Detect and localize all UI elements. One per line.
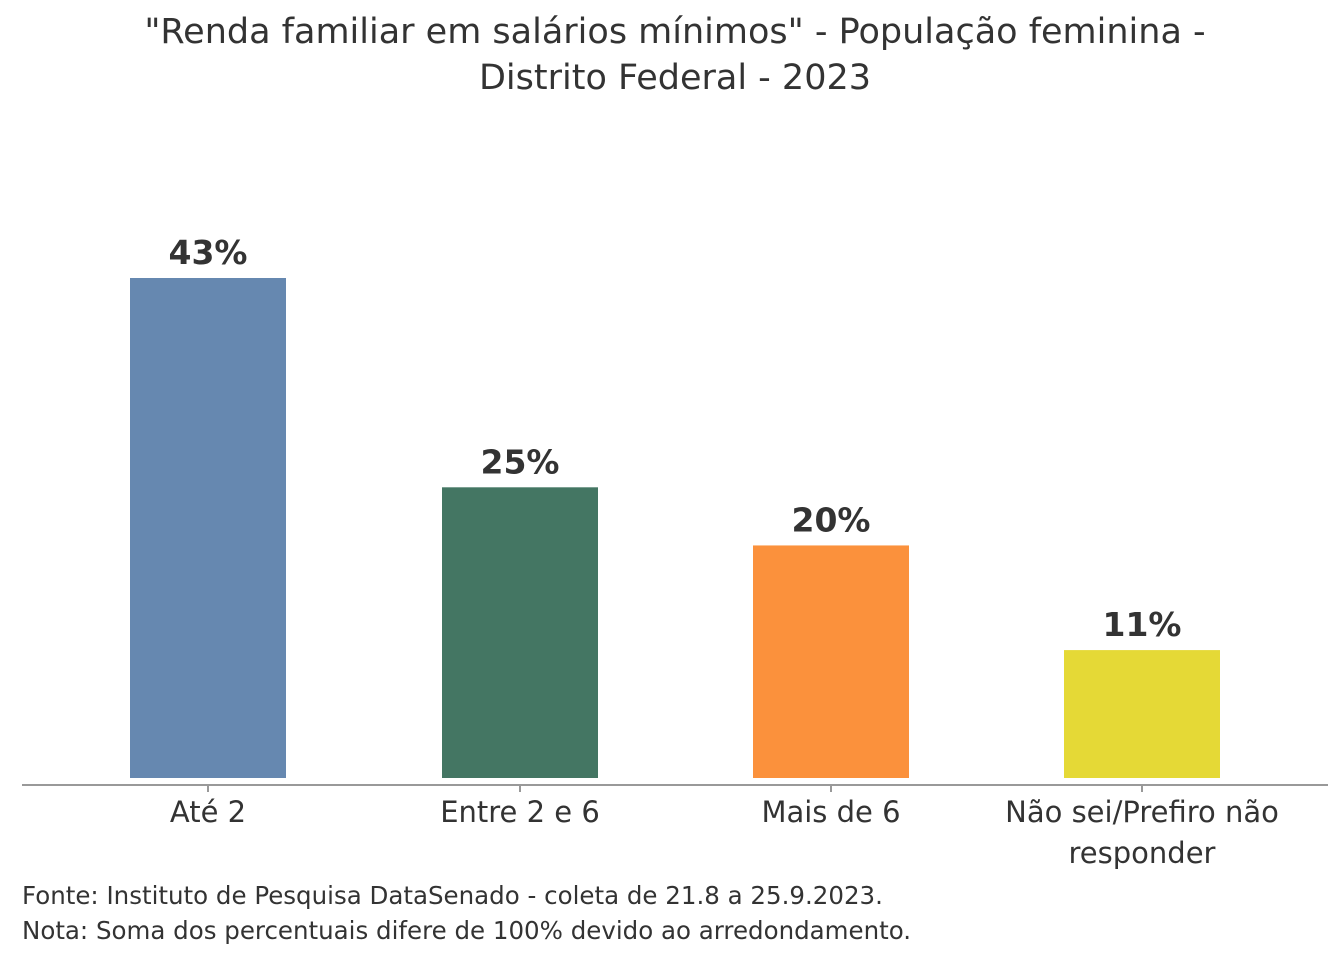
value-label: 25%	[481, 442, 560, 481]
value-label: 43%	[169, 233, 248, 272]
chart-title-line-1: "Renda familiar em salários mínimos" - P…	[144, 12, 1205, 52]
bar	[442, 487, 598, 778]
x-tick-label: Não sei/Prefiro não	[1005, 795, 1279, 829]
x-tick-label: responder	[1069, 836, 1216, 870]
value-label: 20%	[792, 500, 871, 539]
rounding-note: Nota: Soma dos percentuais difere de 100…	[22, 916, 911, 945]
chart-title-line-2: Distrito Federal - 2023	[479, 58, 871, 98]
bar	[753, 545, 909, 778]
bar	[1064, 650, 1220, 778]
value-label: 11%	[1103, 605, 1182, 644]
x-tick-label: Mais de 6	[761, 795, 900, 829]
source-note: Fonte: Instituto de Pesquisa DataSenado …	[22, 881, 883, 910]
x-tick-label: Entre 2 e 6	[440, 795, 600, 829]
bar	[130, 278, 286, 778]
x-tick-label: Até 2	[170, 795, 246, 829]
